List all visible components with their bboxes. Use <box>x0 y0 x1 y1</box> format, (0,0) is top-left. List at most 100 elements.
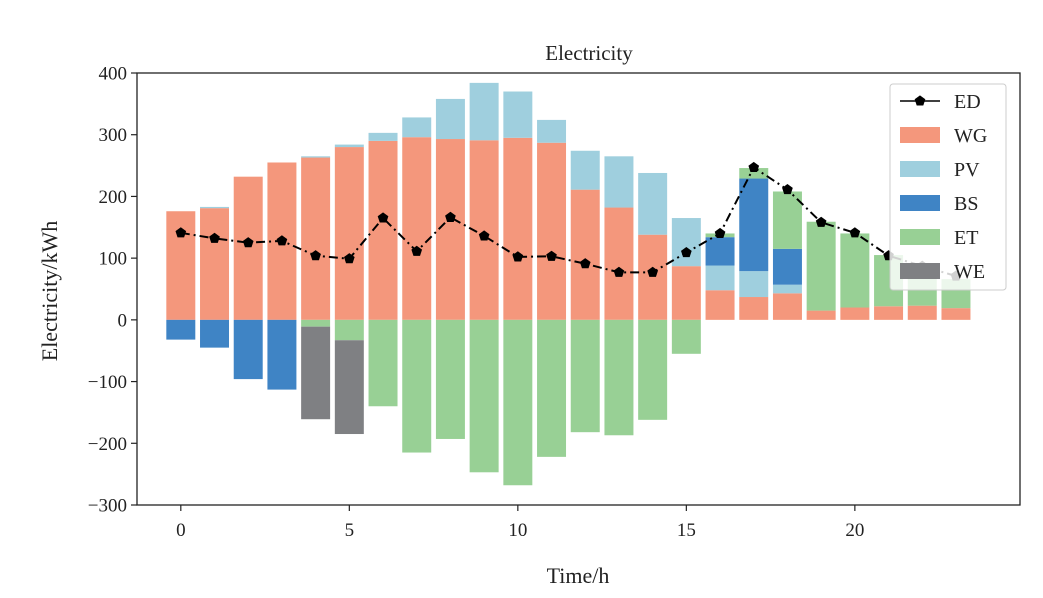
point-ed-17 <box>748 161 760 172</box>
x-tick-label-20: 20 <box>845 520 864 541</box>
bar-pv-10 <box>503 91 533 138</box>
bar-pv-8 <box>435 98 465 140</box>
bar-pv-7 <box>402 117 432 138</box>
point-ed-19 <box>815 216 827 227</box>
bar-et-14 <box>638 319 668 420</box>
legend-swatch-we <box>900 263 940 279</box>
bar-et-20 <box>840 233 870 308</box>
y-tick-label-100: 100 <box>99 249 128 270</box>
legend-label-we: WE <box>954 261 985 283</box>
bar-et-19 <box>806 221 836 311</box>
point-ed-1 <box>209 232 220 243</box>
x-tick-label-5: 5 <box>345 520 355 541</box>
x-axis-label: Time/h <box>547 563 610 588</box>
legend-label-et: ET <box>954 227 978 249</box>
point-ed-0 <box>175 227 187 238</box>
plot-frame <box>136 72 1021 506</box>
bars-layer <box>166 82 971 486</box>
bar-pv-4 <box>301 156 331 158</box>
bar-bs-3 <box>267 319 297 390</box>
bar-wg-14 <box>638 234 668 320</box>
bar-et-10 <box>503 319 533 486</box>
bar-wg-7 <box>402 137 432 320</box>
bar-wg-1 <box>200 208 230 320</box>
bar-bs-16 <box>705 237 735 266</box>
bar-pv-1 <box>200 206 230 209</box>
bar-wg-20 <box>840 307 870 320</box>
legend-label-bs: BS <box>954 193 978 215</box>
bar-wg-11 <box>537 142 567 320</box>
y-tick-label-200: 200 <box>99 187 128 208</box>
point-ed-7 <box>411 245 423 256</box>
bar-et-7 <box>402 319 432 453</box>
bar-et-5 <box>334 319 364 341</box>
legend-label-ed: ED <box>954 91 981 113</box>
x-tick-label-0: 0 <box>176 520 186 541</box>
bar-wg-5 <box>334 147 364 320</box>
bar-bs-18 <box>772 248 802 285</box>
point-ed-2 <box>242 237 254 248</box>
bar-pv-12 <box>570 150 600 190</box>
bar-wg-10 <box>503 137 533 320</box>
bar-pv-11 <box>537 119 567 143</box>
bar-wg-18 <box>772 293 802 320</box>
bar-wg-21 <box>874 306 904 320</box>
legend-swatch-pv <box>900 161 940 177</box>
y-tick-label--100: −100 <box>88 372 127 393</box>
line-layer <box>175 161 962 281</box>
bar-wg-19 <box>806 310 836 320</box>
legend-marker-ed <box>914 95 926 106</box>
bar-et-8 <box>435 319 465 439</box>
bar-wg-8 <box>435 139 465 320</box>
bar-pv-18 <box>772 284 802 294</box>
point-ed-8 <box>445 211 456 222</box>
point-ed-9 <box>478 230 490 241</box>
bar-wg-15 <box>671 266 701 320</box>
bar-pv-16 <box>705 265 735 291</box>
point-ed-5 <box>344 253 355 264</box>
legend-swatch-et <box>900 229 940 245</box>
legend-label-pv: PV <box>954 159 980 181</box>
point-ed-16 <box>714 227 726 238</box>
point-ed-6 <box>377 212 389 223</box>
y-tick-label-300: 300 <box>99 125 128 146</box>
x-tick-label-15: 15 <box>677 520 696 541</box>
bar-we-4 <box>301 326 331 420</box>
bar-pv-15 <box>671 218 701 267</box>
bar-we-5 <box>334 340 364 435</box>
bar-et-12 <box>570 319 600 433</box>
bar-et-9 <box>469 319 499 473</box>
legend-label-wg: WG <box>954 125 987 147</box>
y-tick-label-0: 0 <box>118 310 128 331</box>
point-ed-4 <box>310 250 321 261</box>
point-ed-20 <box>849 227 861 238</box>
bar-wg-13 <box>604 207 634 320</box>
point-ed-15 <box>681 246 692 258</box>
bar-wg-22 <box>907 305 937 320</box>
bar-et-18 <box>772 191 802 249</box>
bar-et-17 <box>739 168 769 179</box>
bar-pv-14 <box>638 172 668 235</box>
point-ed-12 <box>579 258 591 269</box>
bar-wg-2 <box>233 176 263 320</box>
bar-bs-0 <box>166 319 196 340</box>
point-ed-10 <box>512 251 524 262</box>
y-tick-label--200: −200 <box>88 434 127 455</box>
bar-wg-4 <box>301 157 331 320</box>
bar-wg-12 <box>570 189 600 320</box>
y-axis-label: Electricity/kWh <box>37 221 62 362</box>
chart-title: Electricity <box>545 41 633 65</box>
bar-pv-9 <box>469 82 499 141</box>
bar-pv-17 <box>739 271 769 298</box>
bar-bs-2 <box>233 319 263 380</box>
legend-swatch-wg <box>900 127 940 143</box>
bar-et-6 <box>368 319 398 407</box>
bar-et-11 <box>537 319 567 457</box>
line-ed <box>180 165 957 277</box>
bar-et-13 <box>604 319 634 436</box>
bar-et-15 <box>671 319 701 354</box>
ticks-layer: −300 −200 −100 0 100 200 300 400 0 5 10 15 20 <box>88 64 865 542</box>
bar-pv-5 <box>334 144 364 148</box>
point-ed-14 <box>647 266 658 277</box>
